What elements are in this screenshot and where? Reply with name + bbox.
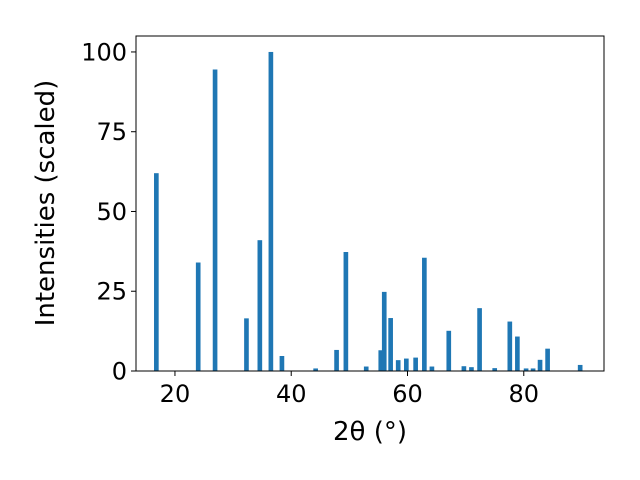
y-tick-label: 25 xyxy=(96,278,127,306)
bar xyxy=(313,368,318,371)
x-axis: 20 40 60 80 xyxy=(160,371,539,408)
bar xyxy=(388,318,393,371)
bar xyxy=(404,358,409,371)
bar xyxy=(378,350,384,371)
x-tick-label: 60 xyxy=(392,380,423,408)
bar xyxy=(492,368,498,371)
y-axis-label: Intensities (scaled) xyxy=(31,80,61,327)
bar xyxy=(381,291,387,371)
bar xyxy=(515,336,520,371)
bar xyxy=(413,357,418,371)
bar xyxy=(461,366,467,371)
bar xyxy=(279,356,285,371)
bar xyxy=(577,364,583,371)
y-tick-label: 75 xyxy=(96,118,127,146)
bar xyxy=(530,368,536,371)
x-axis-label: 2θ (°) xyxy=(333,417,407,447)
bar xyxy=(446,330,452,371)
bar xyxy=(334,349,339,371)
bar xyxy=(195,262,201,371)
bar xyxy=(477,308,482,371)
plot-frame xyxy=(135,35,605,372)
y-axis: 0 25 50 75 100 xyxy=(81,38,136,386)
bar xyxy=(343,252,349,371)
bar xyxy=(507,321,513,371)
bar xyxy=(212,69,218,371)
bar xyxy=(422,257,427,371)
bar xyxy=(545,348,550,371)
x-tick-label: 80 xyxy=(508,380,539,408)
bar xyxy=(363,366,369,371)
bar xyxy=(395,360,401,371)
bar xyxy=(154,173,159,371)
bar xyxy=(429,366,435,371)
bar xyxy=(268,51,274,371)
bar xyxy=(523,368,529,371)
bar xyxy=(257,240,263,371)
x-tick-label: 20 xyxy=(160,380,191,408)
y-tick-label: 0 xyxy=(112,358,127,386)
y-tick-label: 50 xyxy=(96,198,127,226)
x-tick-label: 40 xyxy=(276,380,307,408)
bar xyxy=(244,318,249,371)
bars-group xyxy=(154,51,583,371)
bar xyxy=(469,367,474,371)
y-tick-label: 100 xyxy=(81,38,127,66)
bar xyxy=(537,359,543,371)
